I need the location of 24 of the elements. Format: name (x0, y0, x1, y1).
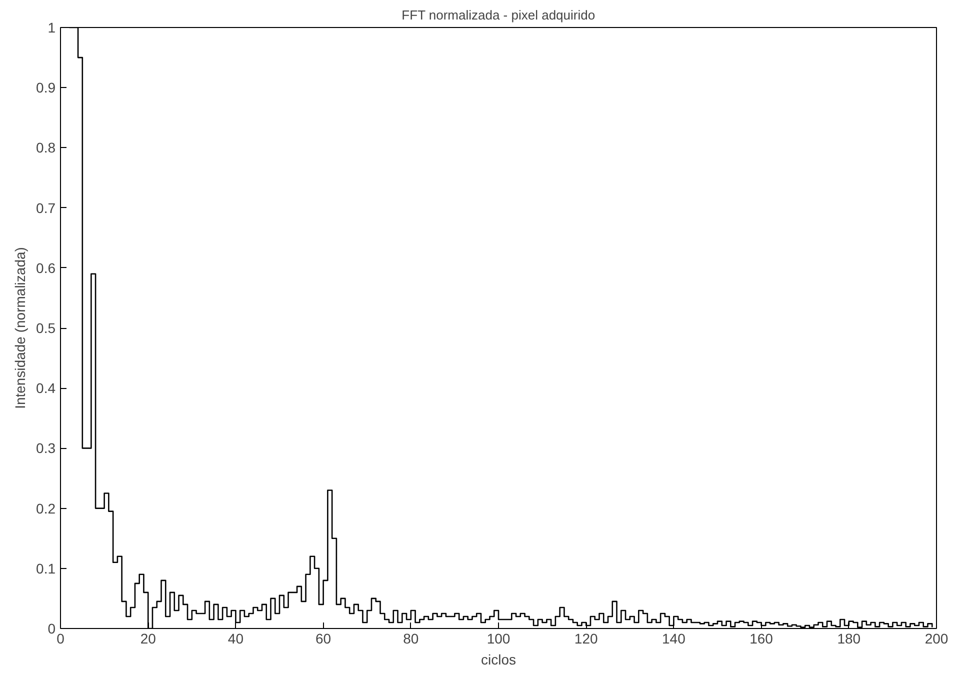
y-tick-label: 0 (48, 620, 56, 636)
y-tick-label: 0.2 (36, 500, 56, 516)
x-tick-label: 160 (750, 630, 774, 646)
y-tick-label: 0.7 (36, 200, 56, 216)
x-tick-label: 20 (140, 630, 156, 646)
x-tick-label: 100 (486, 630, 510, 646)
y-tick-label: 1 (48, 20, 56, 36)
x-tick-label: 180 (837, 630, 861, 646)
y-tick-label: 0.4 (36, 380, 56, 396)
x-tick-label: 60 (316, 630, 332, 646)
x-tick-label: 140 (662, 630, 686, 646)
y-axis-title: Intensidade (normalizada) (12, 247, 28, 409)
x-tick-label: 40 (228, 630, 244, 646)
x-tick-label: 80 (403, 630, 419, 646)
chart-title: FFT normalizada - pixel adquirido (402, 8, 596, 22)
y-tick-label: 0.9 (36, 80, 56, 96)
y-tick-label: 0.6 (36, 260, 56, 276)
y-tick-label: 0.8 (36, 140, 56, 156)
x-tick-label: 200 (924, 630, 948, 646)
y-tick-label: 0.1 (36, 560, 56, 576)
y-tick-label: 0.5 (36, 320, 56, 336)
x-tick-label: 120 (574, 630, 598, 646)
y-tick-label: 0.3 (36, 440, 56, 456)
x-axis-title: ciclos (480, 652, 516, 668)
